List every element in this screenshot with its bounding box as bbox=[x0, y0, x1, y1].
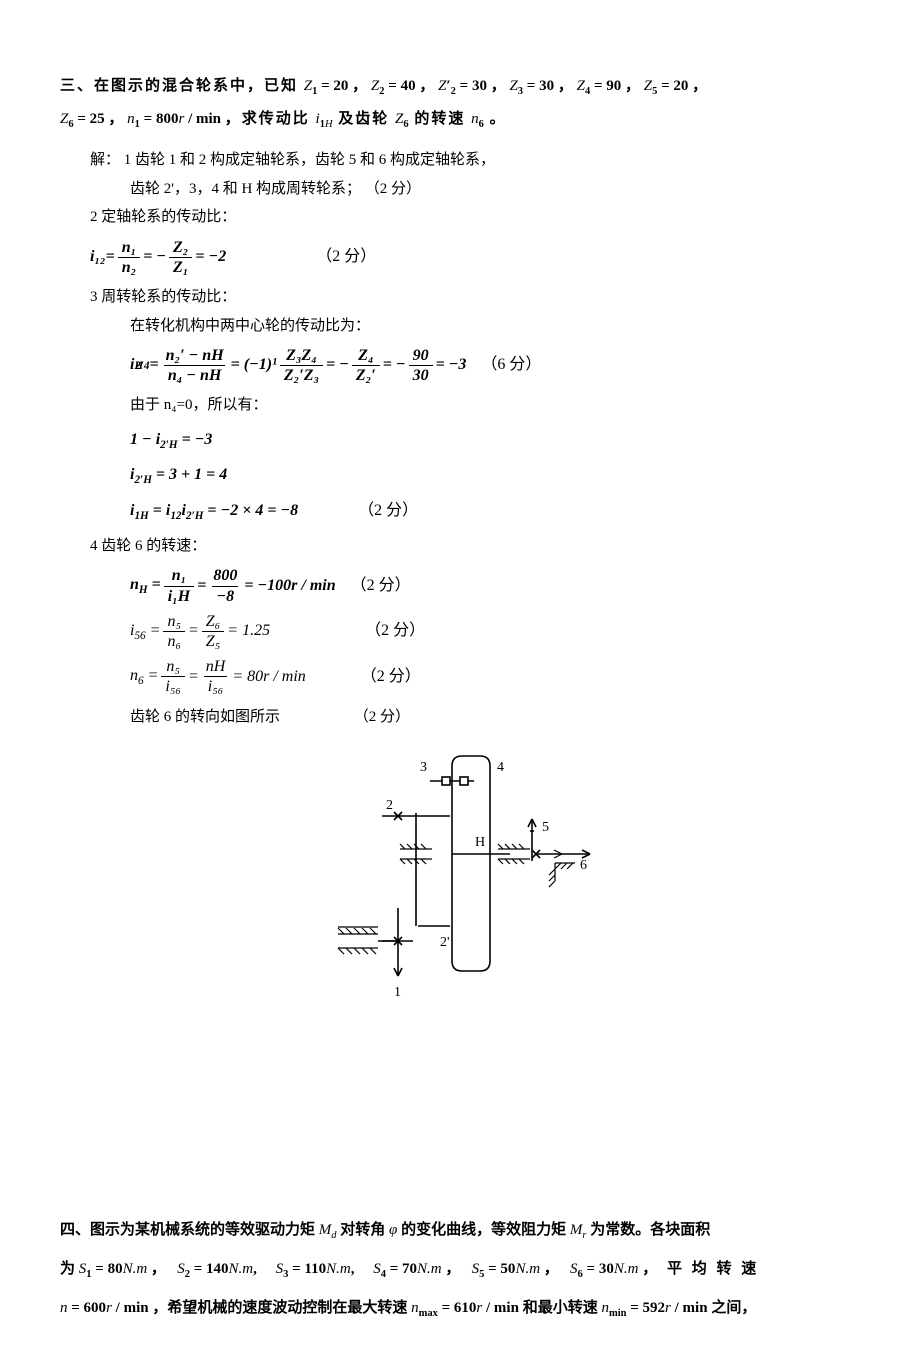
eq-line2: i2′H = 3 + 1 = 4 bbox=[130, 461, 860, 490]
eq-nH: nH = n₁i₁H = 800−8 = −100r / min （2 分） bbox=[130, 566, 860, 605]
step3-sub: 在转化机构中两中心轮的传动比为： bbox=[90, 312, 860, 341]
diagram-svg: 3 4 2 H 5 6 2' 1 bbox=[300, 751, 620, 1011]
eq-line1: 1 − i2′H = −3 bbox=[130, 426, 860, 455]
problem4-statement: 四、图示为某机械系统的等效驱动力矩 Md 对转角 φ 的变化曲线，等效阻力矩 M… bbox=[60, 1211, 860, 1328]
step2-label: 2 定轴轮系的传动比： bbox=[90, 203, 860, 232]
since-n4: 由于 n₄=0，所以有： bbox=[90, 391, 860, 420]
eq-i24: iH2′4 = n₂′ − nHn₄ − nH = (−1)¹ Z₃Z₄Z₂′Z… bbox=[130, 346, 860, 385]
p3-title: 三、在图示的混合轮系中，已知 bbox=[60, 78, 298, 94]
gear-train-diagram: 3 4 2 H 5 6 2' 1 bbox=[60, 751, 860, 1011]
diag-label-2p: 2' bbox=[440, 935, 450, 950]
diag-label-6: 6 bbox=[580, 858, 587, 873]
diag-label-2: 2 bbox=[386, 798, 393, 813]
diag-label-3: 3 bbox=[420, 760, 427, 775]
step1-line-a: 解： 1 齿轮 1 和 2 构成定轴轮系，齿轮 5 和 6 构成定轴轮系， bbox=[90, 146, 860, 175]
eq-n6: n6 = n₅i₅₆ = nHi₅₆ = 80r / min （2 分） bbox=[130, 657, 860, 696]
diag-label-4: 4 bbox=[497, 760, 504, 775]
diag-label-5: 5 bbox=[542, 820, 549, 835]
step3-label: 3 周转轮系的传动比： bbox=[90, 283, 860, 312]
eq-line3: i1H = i12i2′H = −2 × 4 = −8 （2 分） bbox=[130, 497, 860, 526]
final-note: 齿轮 6 的转向如图所示 （2 分） bbox=[90, 703, 860, 732]
p4-title: 四、图示为某机械系统的等效驱动力矩 Md 对转角 φ 的变化曲线，等效阻力矩 M… bbox=[60, 1222, 710, 1238]
problem3-solution: 解： 1 齿轮 1 和 2 构成定轴轮系，齿轮 5 和 6 构成定轴轮系， 齿轮… bbox=[60, 146, 860, 731]
step4-label: 4 齿轮 6 的转速： bbox=[90, 532, 860, 561]
eq-i56: i56 = n₅n₆ = Z₆Z₅ = 1.25 （2 分） bbox=[130, 612, 860, 651]
p3-ask: ，求传动比 i1H 及齿轮 Z6 的转速 n6 。 bbox=[225, 111, 507, 127]
diag-label-H: H bbox=[475, 835, 485, 850]
eq-i12: i₁₂ = n₁n₂ = −Z₂Z₁ = −2 （2 分） bbox=[90, 238, 860, 277]
diag-label-1: 1 bbox=[394, 985, 401, 1000]
problem3-statement: 三、在图示的混合轮系中，已知 Z1 = 20 ， Z2 = 40 ， Z′2 =… bbox=[60, 70, 860, 136]
step1-line-b: 齿轮 2'，3，4 和 H 构成周转轮系； （2 分） bbox=[90, 175, 860, 204]
